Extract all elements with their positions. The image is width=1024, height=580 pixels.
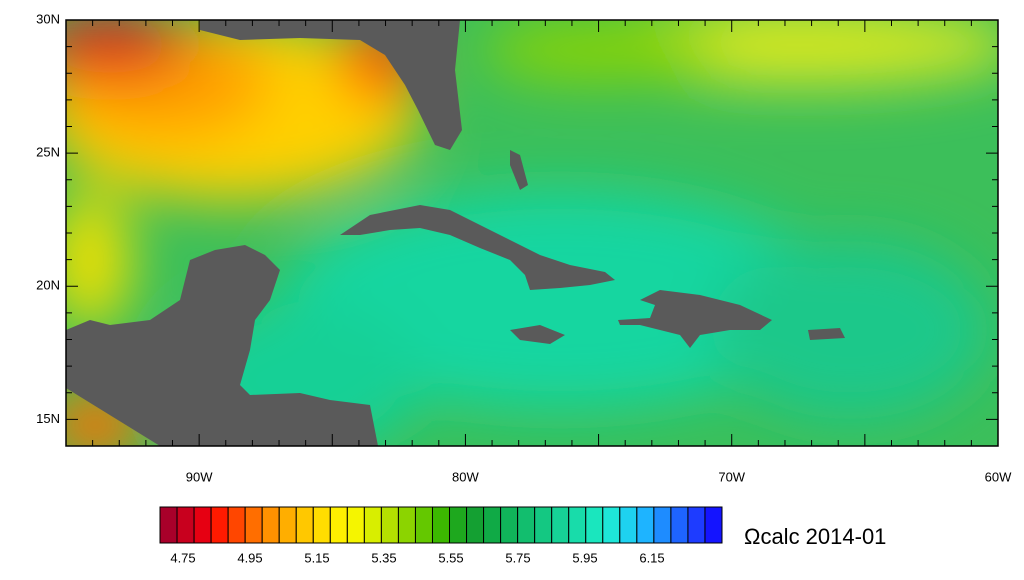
ocean-shading: [66, 20, 998, 446]
x-tick-label: 80W: [452, 469, 479, 484]
colorbar-label: 4.75: [170, 550, 195, 565]
colorbar-swatch: [329, 506, 348, 544]
colorbar-swatch: [466, 506, 485, 544]
colorbar-label: 5.95: [572, 550, 597, 565]
colorbar-swatch: [602, 506, 621, 544]
colorbar-swatch: [278, 506, 297, 544]
colorbar: 4.75 4.95 5.15 5.35 5.55 5.75 5.95 6.15: [159, 506, 723, 565]
colorbar-swatch: [653, 506, 672, 544]
colorbar-swatch: [244, 506, 263, 544]
x-tick-label: 90W: [186, 469, 213, 484]
colorbar-swatch: [483, 506, 502, 544]
colorbar-swatch: [414, 506, 433, 544]
colorbar-swatch: [159, 506, 178, 544]
colorbar-swatch: [704, 506, 723, 544]
colorbar-swatch: [568, 506, 587, 544]
colorbar-swatch: [176, 506, 195, 544]
colorbar-swatch: [534, 506, 553, 544]
colorbar-label: 6.15: [639, 550, 664, 565]
colorbar-label: 4.95: [237, 550, 262, 565]
colorbar-swatch: [193, 506, 212, 544]
colorbar-swatch: [670, 506, 689, 544]
colorbar-swatch: [431, 506, 451, 544]
colorbar-swatch: [449, 506, 468, 544]
colorbar-label: 5.15: [304, 550, 329, 565]
colorbar-swatch: [636, 506, 655, 544]
colorbar-swatch: [363, 506, 382, 544]
colorbar-swatch: [312, 506, 331, 544]
y-tick-label: 20N: [36, 278, 60, 293]
colorbar-swatch: [210, 506, 229, 544]
y-tick-label: 25N: [36, 145, 60, 160]
colorbar-swatch: [295, 506, 314, 544]
colorbar-swatch: [619, 506, 638, 544]
colorbar-swatch: [517, 506, 536, 544]
colorbar-swatch: [380, 506, 399, 544]
colorbar-label: 5.75: [505, 550, 530, 565]
colorbar-swatch: [687, 506, 706, 544]
colorbar-swatch: [397, 506, 416, 544]
colorbar-swatch: [261, 506, 280, 544]
colorbar-label: 5.55: [438, 550, 463, 565]
colorbar-label: 5.35: [371, 550, 396, 565]
axis-ticks: 90W 80W 70W 60W 30N 25N 20N 15N: [36, 11, 1012, 484]
x-tick-label: 70W: [718, 469, 745, 484]
colorbar-swatch: [585, 506, 604, 544]
colorbar-swatch: [551, 506, 570, 544]
colorbar-swatch: [346, 506, 365, 544]
y-tick-label: 30N: [36, 11, 60, 26]
map-field: [66, 20, 998, 446]
land: [66, 20, 845, 446]
colorbar-swatch: [500, 506, 519, 544]
y-tick-label: 15N: [36, 411, 60, 426]
x-tick-label: 60W: [985, 469, 1012, 484]
colorbar-swatch: [227, 506, 246, 544]
map-title: Ωcalc 2014-01: [744, 524, 886, 549]
